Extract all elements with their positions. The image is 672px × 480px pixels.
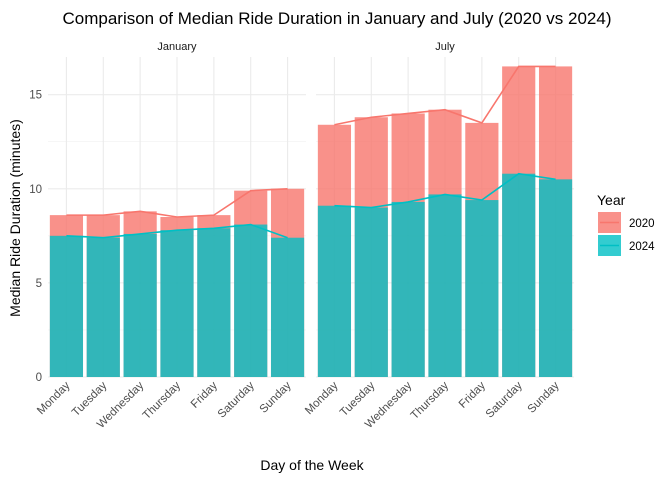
x-tick-label: Sunday <box>526 379 562 415</box>
bar-2024-sunday <box>538 179 573 377</box>
y-tick-label: 10 <box>29 184 42 196</box>
bar-2024-wednesday <box>391 201 425 377</box>
legend-title: Year <box>597 192 626 208</box>
x-tick-label: Thursday <box>409 379 452 422</box>
facet-label: July <box>435 41 455 53</box>
x-tick-label: Saturday <box>216 379 257 420</box>
x-tick-label: Sunday <box>258 379 294 415</box>
y-axis-label: Median Ride Duration (minutes) <box>7 119 23 317</box>
line-2020 <box>66 187 288 218</box>
line-2024 <box>66 223 288 239</box>
chart-title: Comparison of Median Ride Duration in Ja… <box>62 9 611 28</box>
x-tick-label: Monday <box>35 379 73 417</box>
bar-2024-saturday <box>234 224 268 377</box>
bar-2024-thursday <box>160 230 194 377</box>
bar-2024-monday <box>317 205 352 377</box>
x-axis-label: Day of the Week <box>260 457 364 473</box>
x-tick-label: Friday <box>189 379 220 410</box>
legend: Year 2020 2024 <box>597 192 655 256</box>
x-tick-label: Thursday <box>141 379 184 422</box>
bar-2024-tuesday <box>354 207 388 377</box>
line-2024 <box>334 172 556 209</box>
legend-label-2020: 2020 <box>629 218 655 230</box>
bar-2024-friday <box>197 228 231 377</box>
bar-2024-saturday <box>502 173 536 377</box>
x-tick-label: Friday <box>457 379 488 410</box>
bar-2024-friday <box>465 200 499 377</box>
x-tick-label: Monday <box>303 379 341 417</box>
facet-label: January <box>157 41 197 53</box>
bar-2024-tuesday <box>86 237 120 377</box>
y-tick-label: 5 <box>36 278 42 290</box>
x-tick-label: Saturday <box>484 379 525 420</box>
legend-label-2024: 2024 <box>629 241 655 253</box>
bar-2024-thursday <box>428 194 462 377</box>
line-2020 <box>334 65 556 126</box>
bar-2024-sunday <box>270 237 305 377</box>
y-tick-label: 0 <box>36 372 42 384</box>
y-tick-label: 15 <box>29 90 42 102</box>
bar-2024-monday <box>49 235 84 377</box>
bar-2024-wednesday <box>123 233 157 377</box>
